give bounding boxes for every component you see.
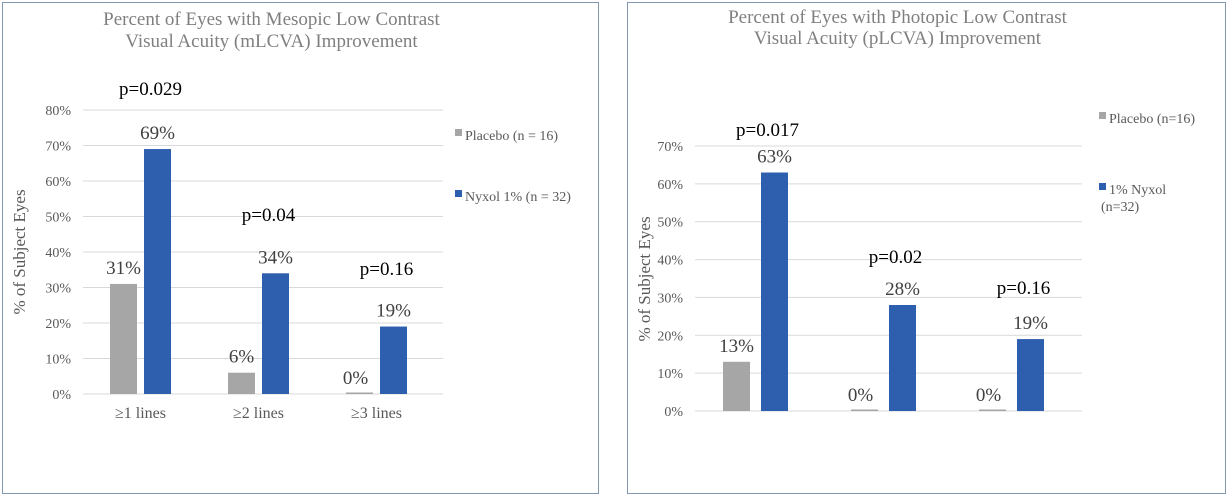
chart-mesopic: Percent of Eyes with Mesopic Low Contras… — [10, 9, 571, 422]
chart-title-line: Visual Acuity (mLCVA) Improvement — [125, 31, 418, 52]
y-tick-label: 30% — [45, 282, 71, 297]
x-category-label: ≥1 lines — [115, 405, 166, 422]
bar — [110, 283, 137, 394]
data-label: 28% — [885, 279, 920, 300]
legend-swatch — [455, 129, 462, 136]
data-label: 6% — [229, 347, 255, 368]
legend-swatch — [455, 190, 462, 197]
chart-panel-mesopic: Percent of Eyes with Mesopic Low Contras… — [2, 2, 599, 494]
legend-label: (n=32) — [1101, 200, 1140, 215]
y-tick-label: 10% — [657, 367, 683, 382]
y-tick-label: 0% — [52, 388, 71, 403]
y-tick-label: 60% — [657, 178, 683, 193]
y-tick-label: 60% — [45, 175, 71, 190]
bar — [144, 149, 171, 394]
bar — [380, 326, 407, 394]
p-value-label: p=0.02 — [869, 247, 922, 268]
data-label: 34% — [258, 247, 293, 268]
legend-label: 1% Nyxol — [1109, 183, 1166, 198]
y-axis-label: % of Subject Eyes — [635, 216, 654, 341]
legend-swatch — [1099, 183, 1106, 190]
p-value-label: p=0.16 — [997, 278, 1050, 299]
chart-title-line: Percent of Eyes with Mesopic Low Contras… — [103, 9, 440, 30]
bar — [851, 409, 878, 411]
x-category-label: ≥3 lines — [351, 405, 402, 422]
y-tick-label: 70% — [45, 140, 71, 155]
bar — [889, 305, 916, 411]
data-label: 0% — [976, 385, 1002, 406]
p-value-label: p=0.017 — [736, 120, 799, 141]
y-tick-label: 80% — [45, 104, 71, 119]
y-tick-label: 0% — [664, 405, 683, 420]
p-value-label: p=0.16 — [360, 259, 413, 280]
data-label: 19% — [376, 301, 411, 322]
data-label: 13% — [719, 336, 754, 357]
data-label: 69% — [140, 123, 175, 144]
y-tick-label: 30% — [657, 291, 683, 306]
chart-title-line: Visual Acuity (pLCVA) Improvement — [754, 28, 1042, 49]
y-tick-label: 50% — [657, 216, 683, 231]
bar — [228, 372, 255, 394]
p-value-label: p=0.029 — [119, 79, 182, 100]
bar — [1017, 339, 1044, 411]
bar — [979, 409, 1006, 411]
y-tick-label: 40% — [45, 246, 71, 261]
data-label: 0% — [343, 368, 369, 389]
data-label: 31% — [106, 258, 141, 279]
y-tick-label: 20% — [657, 329, 683, 344]
data-label: 63% — [757, 147, 792, 168]
data-label: 19% — [1013, 313, 1048, 334]
y-tick-label: 70% — [657, 140, 683, 155]
bar — [761, 172, 788, 411]
data-label: 0% — [848, 385, 874, 406]
bar — [262, 273, 289, 394]
p-value-label: p=0.04 — [242, 205, 296, 226]
bar — [723, 361, 750, 411]
y-tick-label: 50% — [45, 211, 71, 226]
chart-photopic: Percent of Eyes with Photopic Low Contra… — [635, 7, 1195, 420]
legend-label: Placebo (n=16) — [1109, 112, 1195, 127]
y-tick-label: 20% — [45, 317, 71, 332]
legend-label: Nyxol 1% (n = 32) — [465, 190, 571, 205]
y-tick-label: 40% — [657, 254, 683, 269]
x-category-label: ≥2 lines — [233, 405, 284, 422]
y-axis-label: % of Subject Eyes — [10, 189, 29, 314]
chart-panel-photopic: Percent of Eyes with Photopic Low Contra… — [627, 2, 1226, 494]
chart-title-line: Percent of Eyes with Photopic Low Contra… — [728, 7, 1068, 28]
legend-label: Placebo (n = 16) — [465, 129, 558, 144]
y-tick-label: 10% — [45, 353, 71, 368]
bar — [346, 392, 373, 394]
legend-swatch — [1099, 112, 1106, 119]
